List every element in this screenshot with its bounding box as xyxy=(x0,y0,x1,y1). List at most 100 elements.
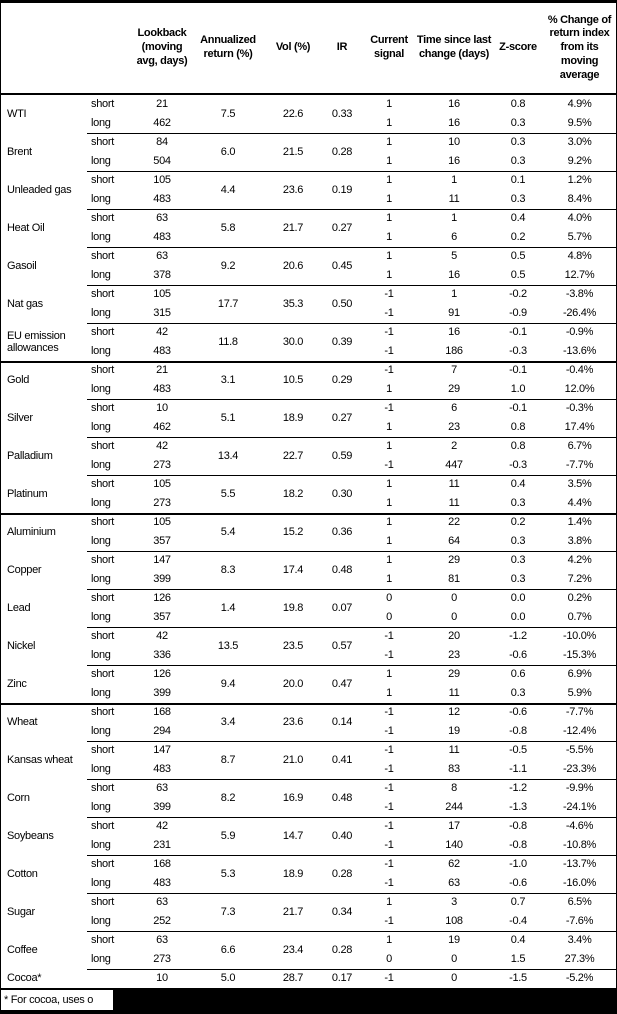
time-since-value: 11 xyxy=(448,497,460,510)
current-signal-value: 1 xyxy=(386,934,392,947)
pct-change-value: -7.7% xyxy=(565,459,594,472)
lookback-value: 147 xyxy=(153,744,171,757)
pct-change-value: 5.9% xyxy=(567,687,592,700)
time-since-value: 0 xyxy=(451,592,457,605)
commodity-name: Coffee xyxy=(7,943,38,956)
time-since-value: 0 xyxy=(451,611,457,624)
vol-value: 17.4 xyxy=(282,563,304,576)
commodity-name: Gasoil xyxy=(7,259,37,272)
ir-value: 0.28 xyxy=(331,943,353,956)
lookback-value: 273 xyxy=(153,459,171,472)
z-score-value: 0.3 xyxy=(510,193,526,206)
time-since-value: 10 xyxy=(448,136,460,149)
lookback-value: 462 xyxy=(153,421,171,434)
lookback-value: 273 xyxy=(153,953,171,966)
pct-change-value: 0.2% xyxy=(567,592,592,605)
vol-value: 23.5 xyxy=(282,639,304,652)
annualized-return-value: 8.2 xyxy=(220,791,236,804)
annualized-return-value: 1.4 xyxy=(220,601,236,614)
z-score-value: 0.8 xyxy=(510,440,526,453)
side-label: short xyxy=(91,858,114,871)
time-since-value: 11 xyxy=(448,687,460,700)
current-signal-value: 1 xyxy=(386,478,392,491)
pct-change-value: 7.2% xyxy=(567,573,592,586)
lookback-value: 483 xyxy=(153,763,171,776)
lookback-value: 126 xyxy=(153,668,171,681)
z-score-value: -1.5 xyxy=(509,972,527,985)
current-signal-value: -1 xyxy=(384,364,394,377)
time-since-value: 20 xyxy=(448,630,460,643)
time-since-value: 22 xyxy=(448,516,460,529)
pct-change-value: -23.3% xyxy=(562,763,597,776)
pct-change-value: -13.6% xyxy=(562,345,597,358)
annualized-return-value: 6.6 xyxy=(220,943,236,956)
side-label: long xyxy=(91,535,111,548)
side-label: long xyxy=(91,231,111,244)
current-signal-value: 1 xyxy=(386,174,392,187)
pct-change-value: 0.7% xyxy=(567,611,592,624)
pct-change-value: 6.9% xyxy=(567,668,592,681)
z-score-value: -0.3 xyxy=(509,345,527,358)
z-score-value: -0.3 xyxy=(509,459,527,472)
vol-value: 10.5 xyxy=(282,373,304,386)
current-signal-value: 1 xyxy=(386,136,392,149)
lookback-value: 252 xyxy=(153,915,171,928)
current-signal-value: -1 xyxy=(384,459,394,472)
footnote: * For cocoa, uses o xyxy=(1,990,113,1010)
time-since-value: 2 xyxy=(451,440,457,453)
side-label: long xyxy=(91,269,111,282)
pct-change-value: 3.0% xyxy=(567,136,592,149)
pct-change-value: -10.8% xyxy=(562,839,597,852)
lookback-value: 63 xyxy=(156,934,168,947)
ir-value: 0.41 xyxy=(331,753,353,766)
lookback-value: 105 xyxy=(153,516,171,529)
current-signal-value: -1 xyxy=(384,744,394,757)
side-label: short xyxy=(91,782,114,795)
side-label: short xyxy=(91,934,114,947)
pct-change-value: -0.4% xyxy=(565,364,594,377)
side-label xyxy=(89,969,133,988)
pct-change-value: -4.6% xyxy=(565,820,594,833)
pct-change-value: 4.8% xyxy=(567,250,592,263)
side-label: short xyxy=(91,136,114,149)
time-since-value: 3 xyxy=(451,896,457,909)
side-label: short xyxy=(91,554,114,567)
pct-change-value: -7.7% xyxy=(565,706,594,719)
commodity-name: Unleaded gas xyxy=(7,183,72,196)
time-since-value: 108 xyxy=(445,915,463,928)
lookback-value: 105 xyxy=(153,174,171,187)
z-score-value: -0.8 xyxy=(509,839,527,852)
lookback-value: 315 xyxy=(153,307,171,320)
pct-change-value: -9.9% xyxy=(565,782,594,795)
column-header-current-signal: Current signal xyxy=(370,34,408,60)
vol-value: 28.7 xyxy=(282,972,304,985)
pct-change-value: 12.7% xyxy=(564,269,595,282)
commodity-name: Corn xyxy=(7,791,30,804)
pct-change-value: 8.4% xyxy=(567,193,592,206)
current-signal-value: 1 xyxy=(386,383,392,396)
z-score-value: 0.5 xyxy=(510,250,526,263)
pct-change-value: -26.4% xyxy=(562,307,597,320)
time-since-value: 1 xyxy=(451,174,457,187)
time-since-value: 186 xyxy=(445,345,463,358)
ir-value: 0.27 xyxy=(331,411,353,424)
time-since-value: 447 xyxy=(445,459,463,472)
lookback-value: 63 xyxy=(156,250,168,263)
z-score-value: -0.8 xyxy=(509,725,527,738)
time-since-value: 83 xyxy=(448,763,460,776)
time-since-value: 0 xyxy=(451,972,457,985)
current-signal-value: 1 xyxy=(386,98,392,111)
annualized-return-value: 7.3 xyxy=(220,905,236,918)
commodity-block: WTI 7.5 22.6 0.33 short 21 1 16 0.8 4.9% long 462 1 1… xyxy=(1,95,616,133)
side-label: long xyxy=(91,573,111,586)
z-score-value: 0.3 xyxy=(510,554,526,567)
commodity-block: Wheat 3.4 23.6 0.14 short 168 -1 12 -0.6 -7.7% lon… xyxy=(1,703,616,741)
time-since-value: 11 xyxy=(448,193,460,206)
lookback-value: 357 xyxy=(153,611,171,624)
pct-change-value: 12.0% xyxy=(564,383,595,396)
time-since-value: 29 xyxy=(448,554,460,567)
lookback-value: 504 xyxy=(153,155,171,168)
time-since-value: 12 xyxy=(448,706,460,719)
pct-change-value: -12.4% xyxy=(562,725,597,738)
side-label: short xyxy=(91,326,114,339)
